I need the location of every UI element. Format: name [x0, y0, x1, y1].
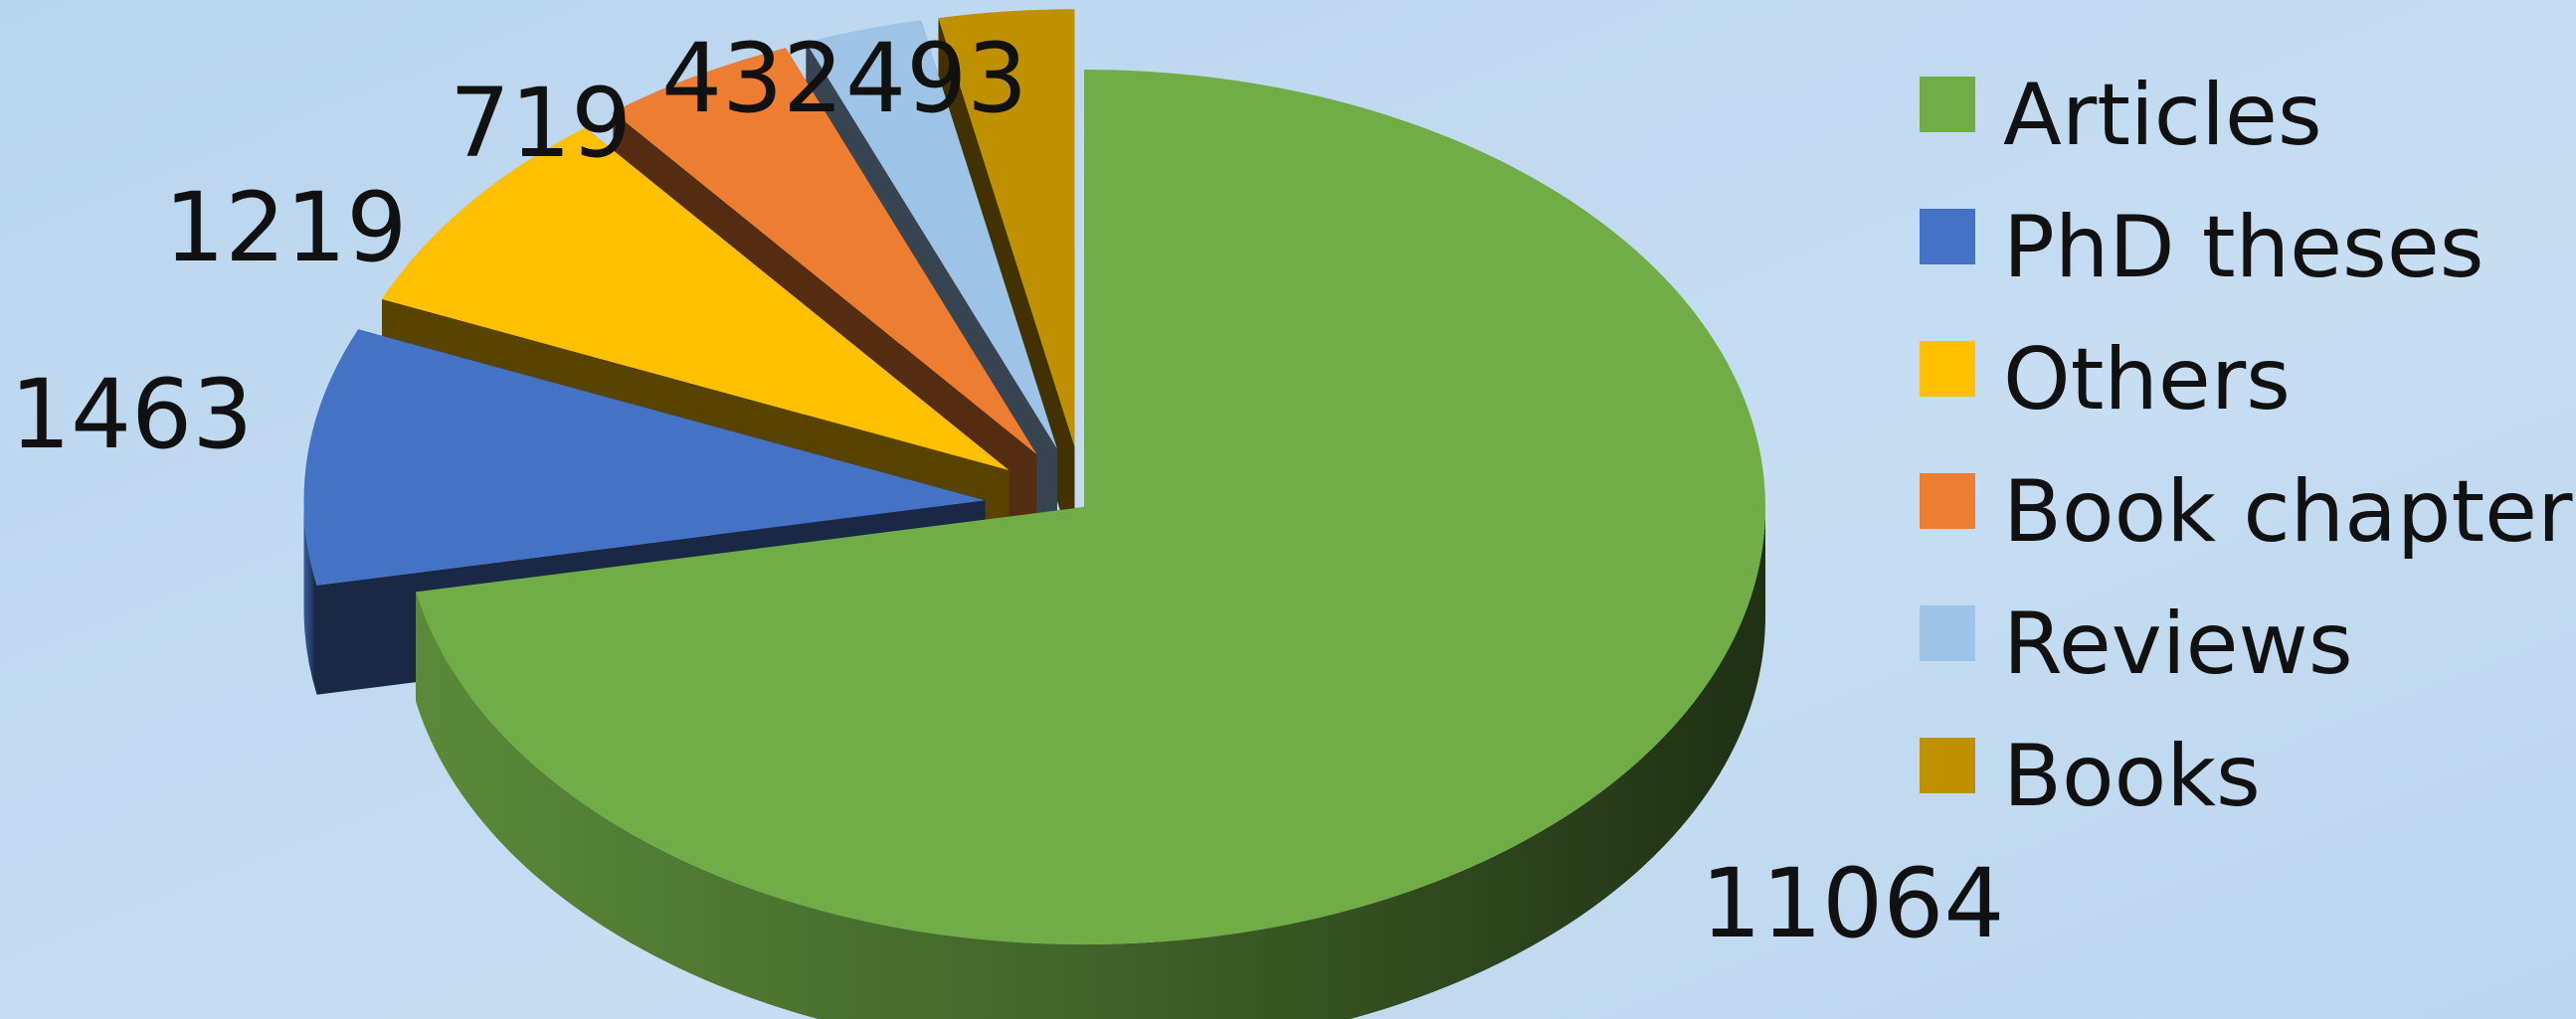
- data-label-others: 1219: [164, 172, 407, 283]
- legend-label-reviews: Reviews: [2003, 594, 2353, 694]
- legend-swatch-books: [1920, 738, 1975, 793]
- pie-slice-book-chapters: [613, 48, 1037, 455]
- legend-swatch-others: [1920, 341, 1975, 397]
- legend-swatch-articles: [1920, 77, 1975, 132]
- pie-slice-reviews: [806, 20, 1057, 449]
- legend-swatch-reviews: [1920, 605, 1975, 661]
- pie-slice-books: [938, 9, 1075, 447]
- legend-swatch-book-chapters: [1920, 473, 1975, 529]
- legend-label-books: Books: [2003, 727, 2261, 826]
- pie-slice-articles: [416, 70, 1765, 944]
- pie-slice-phd-theses: [303, 329, 986, 586]
- slice-rim-articles: [416, 507, 1765, 1019]
- slice-tops: [303, 9, 1765, 944]
- legend-swatch-phd-theses: [1920, 209, 1975, 264]
- data-label-books: 493: [845, 23, 1027, 134]
- data-label-articles: 11064: [1701, 848, 2004, 959]
- pie-slice-others: [382, 127, 1010, 471]
- data-label-phd-theses: 1463: [10, 359, 253, 470]
- legend-label-articles: Articles: [2003, 66, 2322, 165]
- legend-label-book-chapters: Book chapters: [2003, 462, 2576, 562]
- legend-label-others: Others: [2003, 330, 2291, 429]
- slice-rim-phd-theses: [303, 500, 317, 695]
- data-label-reviews: 432: [661, 23, 843, 134]
- data-label-book-chapters: 719: [450, 68, 632, 179]
- data-labels: 11064 1463 1219 719 432 493: [10, 23, 2004, 959]
- legend: Articles PhD theses Others Book chapters Rev…: [1920, 66, 2576, 826]
- legend-label-phd-theses: PhD theses: [2003, 198, 2484, 297]
